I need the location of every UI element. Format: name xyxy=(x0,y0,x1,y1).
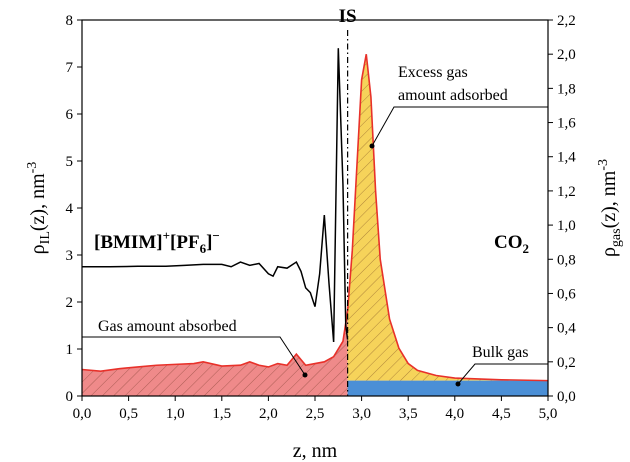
x-tick-label: 3,0 xyxy=(352,406,371,422)
y-right-tick-label: 0,0 xyxy=(557,389,576,405)
bulk-leader-dot xyxy=(455,381,461,387)
y-right-tick-label: 0,8 xyxy=(557,252,576,268)
y-left-tick-label: 1 xyxy=(66,342,74,358)
area-fills xyxy=(82,54,548,396)
interface-label: IS xyxy=(339,6,357,27)
excess-annotation-line1: Excess gas xyxy=(398,64,468,81)
bulk-annotation: Bulk gas xyxy=(472,344,528,361)
y-left-tick-label: 8 xyxy=(66,13,74,29)
axis-ticks: 0,0 0,5 1,0 1,5 2,0 2,5 3,0 3,5 4,0 4,5 5,0 0 1 2 3 4 5 6… xyxy=(66,13,577,422)
gas-density-line xyxy=(82,54,548,382)
y-right-tick-label: 1,0 xyxy=(557,218,576,234)
y-right-tick-label: 1,2 xyxy=(557,184,576,200)
gas-label: CO2 xyxy=(494,232,529,256)
y-right-tick-label: 1,8 xyxy=(557,81,576,97)
x-tick-label: 3,5 xyxy=(399,406,418,422)
il-label: [BMIM]+[PF6]− xyxy=(94,228,220,256)
x-tick-label: 0,5 xyxy=(119,406,138,422)
excess-annotation-line2: amount adsorbed xyxy=(398,87,508,104)
y-right-tick-label: 0,6 xyxy=(557,286,576,302)
x-tick-label: 4,5 xyxy=(492,406,511,422)
y-left-tick-label: 7 xyxy=(66,60,74,76)
absorbed-leader xyxy=(82,336,306,376)
absorbed-annotation: Gas amount absorbed xyxy=(98,318,237,335)
series-lines xyxy=(82,48,548,382)
absorbed-leader-dot xyxy=(302,372,308,378)
plot-frame xyxy=(81,19,549,397)
excess-leader xyxy=(371,106,548,147)
y-left-tick-label: 5 xyxy=(66,154,74,170)
x-tick-label: 2,5 xyxy=(306,406,325,422)
y-right-tick-label: 0,2 xyxy=(557,355,576,371)
y-left-tick-label: 4 xyxy=(66,201,74,217)
y-right-tick-label: 2,0 xyxy=(557,47,576,63)
bulk-gas-area xyxy=(347,380,548,396)
x-tick-label: 5,0 xyxy=(539,406,558,422)
x-axis-label: z, nm xyxy=(293,440,338,462)
il-density-line xyxy=(82,48,349,343)
excess-hatch xyxy=(347,54,548,381)
x-tick-label: 2,0 xyxy=(259,406,278,422)
y-left-tick-label: 0 xyxy=(66,389,74,405)
y-right-tick-label: 1,4 xyxy=(557,150,576,166)
x-tick-label: 1,0 xyxy=(166,406,185,422)
absorbed-hatch xyxy=(82,310,348,396)
y-right-tick-label: 2,2 xyxy=(557,13,576,29)
x-tick-label: 0,0 xyxy=(73,406,92,422)
bulk-leader xyxy=(457,363,548,385)
y-left-tick-label: 3 xyxy=(66,248,74,264)
y-left-tick-label: 2 xyxy=(66,295,74,311)
y-right-tick-label: 0,4 xyxy=(557,321,576,337)
y-right-tick-label: 1,6 xyxy=(557,116,576,132)
y-left-tick-label: 6 xyxy=(66,107,74,123)
x-tick-label: 1,5 xyxy=(212,406,231,422)
left-axis-label: ρIL(z), nm-3 xyxy=(25,162,53,255)
excess-leader-dot xyxy=(369,143,375,149)
x-tick-label: 4,0 xyxy=(445,406,464,422)
right-axis-label: ρgas(z), nm-3 xyxy=(596,159,624,257)
